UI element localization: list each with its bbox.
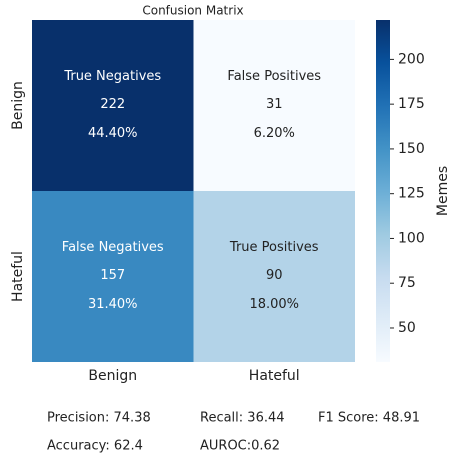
colorbar-label: Memes <box>435 166 451 216</box>
cell-count: 90 <box>266 268 283 283</box>
colorbar-tick-label: 100 <box>398 230 425 246</box>
colorbar-tick-label: 50 <box>398 320 416 336</box>
colorbar <box>376 20 390 362</box>
heatmap-cell <box>193 191 355 362</box>
cell-name: False Positives <box>227 69 321 84</box>
heatmap-cell <box>193 20 355 191</box>
metric: F1 Score: 48.91 <box>318 411 420 426</box>
cell-percent: 31.40% <box>88 297 138 312</box>
heatmap-cell <box>32 191 194 362</box>
cell-name: True Negatives <box>63 69 161 84</box>
cell-count: 222 <box>100 97 125 112</box>
cell-percent: 18.00% <box>249 297 299 312</box>
x-tick-label: Benign <box>88 368 137 384</box>
y-tick-label: Hateful <box>10 251 26 302</box>
cell-percent: 44.40% <box>88 126 138 141</box>
heatmap-cell <box>32 20 194 191</box>
cell-name: True Positives <box>229 240 319 255</box>
cell-count: 157 <box>100 268 125 283</box>
colorbar-tick-label: 75 <box>398 275 416 291</box>
cell-name: False Negatives <box>62 240 164 255</box>
colorbar-tick-label: 175 <box>398 96 425 112</box>
cell-percent: 6.20% <box>254 126 295 141</box>
metric: Recall: 36.44 <box>200 411 285 426</box>
metric: AUROC:0.62 <box>200 439 280 454</box>
y-tick-label: Benign <box>10 81 26 130</box>
colorbar-tick-label: 125 <box>398 186 425 202</box>
x-tick-label: Hateful <box>249 368 300 384</box>
colorbar-tick-label: 150 <box>398 141 425 157</box>
colorbar-tick-label: 200 <box>398 51 425 67</box>
chart-title: Confusion Matrix <box>142 4 243 18</box>
metric: Precision: 74.38 <box>47 411 151 426</box>
metric: Accuracy: 62.4 <box>47 439 143 454</box>
cell-count: 31 <box>266 97 283 112</box>
